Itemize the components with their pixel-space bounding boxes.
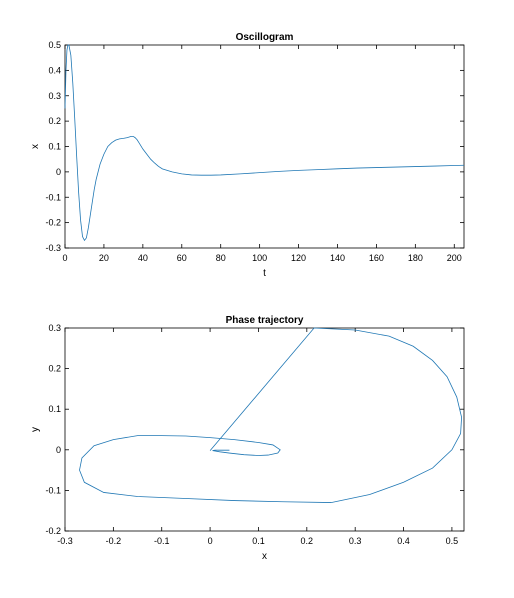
oscillogram-y-tick-label: -0.3: [45, 243, 61, 253]
oscillogram-y-tick-label: 0.3: [48, 91, 61, 101]
phase-trajectory-y-tick-label: 0.2: [48, 364, 61, 374]
phase-trajectory-y-tick-label: -0.1: [45, 485, 61, 495]
phase-trajectory-x-label: x: [262, 551, 267, 562]
phase-trajectory-series-line: [79, 327, 462, 503]
oscillogram-x-tick-label: 20: [99, 253, 109, 263]
phase-trajectory-x-tick-label: -0.3: [57, 536, 73, 546]
oscillogram-y-ticks: -0.3 -0.2 -0.1 0 0.1 0.2 0.3 0.4 0.5: [45, 40, 464, 253]
oscillogram-y-tick-label: 0.2: [48, 116, 61, 126]
oscillogram-x-tick-label: 160: [369, 253, 384, 263]
phase-trajectory-x-tick-label: 0.5: [446, 536, 459, 546]
phase-trajectory-x-tick-label: 0: [208, 536, 213, 546]
oscillogram-x-tick-label: 40: [138, 253, 148, 263]
phase-trajectory-y-tick-label: -0.2: [45, 526, 61, 536]
oscillogram-x-tick-label: 80: [216, 253, 226, 263]
phase-trajectory-x-tick-label: 0.1: [252, 536, 265, 546]
phase-trajectory-plot: Phase trajectory -0.3 -0.2 -0.1 0 0.1 0.2 0.3 0…: [30, 315, 465, 562]
oscillogram-y-label: x: [30, 144, 41, 149]
oscillogram-x-tick-label: 180: [408, 253, 423, 263]
oscillogram-y-tick-label: -0.1: [45, 192, 61, 202]
oscillogram-series-line: [64, 44, 465, 242]
phase-trajectory-x-tick-label: -0.1: [154, 536, 170, 546]
oscillogram-x-tick-label: 60: [177, 253, 187, 263]
oscillogram-y-tick-label: 0: [56, 167, 61, 177]
oscillogram-x-label: t: [263, 268, 266, 279]
phase-trajectory-y-tick-label: 0.1: [48, 404, 61, 414]
oscillogram-y-tick-label: 0.5: [48, 40, 61, 50]
oscillogram-y-tick-label: 0.4: [48, 65, 61, 75]
oscillogram-axes-box: [64, 44, 465, 249]
oscillogram-x-tick-label: 0: [62, 253, 67, 263]
oscillogram-x-tick-label: 200: [447, 253, 462, 263]
oscillogram-x-tick-label: 100: [252, 253, 267, 263]
phase-trajectory-y-ticks: -0.2 -0.1 0 0.1 0.2 0.3: [45, 323, 464, 536]
phase-trajectory-x-tick-label: -0.2: [106, 536, 122, 546]
phase-trajectory-axes-box: [64, 327, 465, 532]
phase-trajectory-x-tick-label: 0.2: [301, 536, 314, 546]
oscillogram-x-tick-label: 140: [330, 253, 345, 263]
phase-trajectory-y-label: y: [30, 427, 41, 432]
oscillogram-y-tick-label: 0.1: [48, 142, 61, 152]
oscillogram-plot: Oscillogram 0 20 40 60 80 100 120 140 160 180 200 …: [30, 32, 465, 279]
oscillogram-x-tick-label: 120: [291, 253, 306, 263]
phase-trajectory-y-tick-label: 0.3: [48, 323, 61, 333]
oscillogram-x-ticks: 0 20 40 60 80 100 120 140 160 180 200: [62, 45, 462, 263]
oscillogram-y-tick-label: -0.2: [45, 218, 61, 228]
oscillogram-title: Oscillogram: [236, 32, 294, 43]
phase-trajectory-x-tick-label: 0.3: [349, 536, 362, 546]
phase-trajectory-x-ticks: -0.3 -0.2 -0.1 0 0.1 0.2 0.3 0.4 0.5: [57, 328, 458, 546]
phase-trajectory-y-tick-label: 0: [56, 445, 61, 455]
phase-trajectory-x-tick-label: 0.4: [397, 536, 410, 546]
phase-trajectory-title: Phase trajectory: [226, 315, 304, 326]
